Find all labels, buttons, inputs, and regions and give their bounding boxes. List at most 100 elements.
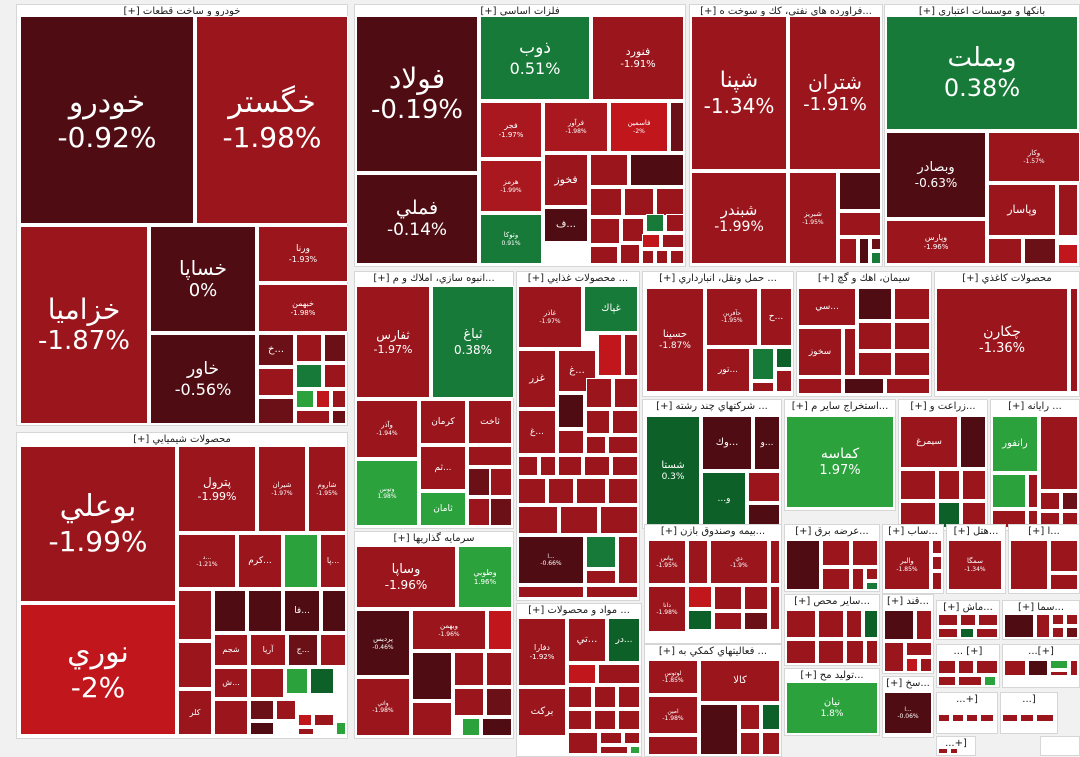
- tile[interactable]: [752, 382, 774, 392]
- tile[interactable]: [612, 456, 638, 476]
- sector-title[interactable]: ...توليد مح [+]: [800, 670, 864, 681]
- tile[interactable]: [770, 540, 780, 584]
- tile[interactable]: [490, 498, 512, 526]
- tile-وبصادر[interactable]: وبصادر -0.63%: [886, 132, 986, 218]
- sector-title[interactable]: ...زراعت و [+]: [910, 401, 976, 412]
- tile[interactable]: [624, 732, 640, 744]
- tile[interactable]: [988, 238, 1022, 264]
- tile[interactable]: [250, 668, 284, 698]
- tile-دانا[interactable]: دانا -1.98%: [648, 586, 686, 632]
- sector-title[interactable]: ...ا [+]: [1028, 526, 1060, 537]
- tile-وپاسار[interactable]: وپاسار: [988, 184, 1056, 236]
- tile-وطوبي[interactable]: وطوبي 1.96%: [458, 546, 512, 608]
- sector-title[interactable]: ...بيمه وصندوق بازن [+]: [660, 526, 766, 537]
- sector-title[interactable]: محصولات كاغذي [+]: [962, 273, 1052, 284]
- tile[interactable]: [960, 416, 986, 468]
- tile[interactable]: [1066, 614, 1078, 625]
- tile-ذوب[interactable]: ذوب 0.51%: [480, 16, 590, 100]
- tile-دفارا[interactable]: دفارا -1.92%: [518, 618, 566, 686]
- sector-title[interactable]: [+...: [945, 738, 967, 749]
- tile[interactable]: [284, 534, 318, 588]
- tile[interactable]: [1036, 614, 1050, 638]
- sector-title[interactable]: ... مواد و محصولات [+]: [528, 605, 630, 616]
- tile[interactable]: [642, 250, 654, 264]
- tile[interactable]: [258, 368, 294, 396]
- tile-وپارس[interactable]: وپارس -1.96%: [886, 220, 986, 264]
- tile-...وك[interactable]: ...وك: [702, 416, 752, 470]
- tile[interactable]: [1010, 540, 1048, 590]
- tile[interactable]: [600, 732, 622, 744]
- tile[interactable]: [612, 410, 638, 434]
- tile-...ش[interactable]: ...ش: [214, 668, 248, 698]
- tile[interactable]: [336, 722, 346, 735]
- tile[interactable]: [932, 572, 942, 590]
- tile-ثفارس[interactable]: ثفارس -1.97%: [356, 286, 430, 398]
- tile-هرمز[interactable]: هرمز -1.99%: [480, 160, 542, 212]
- tile[interactable]: [1050, 540, 1078, 572]
- tile[interactable]: [468, 498, 490, 526]
- tile-نيان[interactable]: نيان 1.8%: [786, 682, 878, 734]
- tile-كالا[interactable]: كالا: [700, 660, 780, 702]
- tile-والبر[interactable]: والبر -1.85%: [884, 540, 930, 590]
- tile[interactable]: [584, 456, 610, 476]
- tile[interactable]: [648, 736, 698, 755]
- tile[interactable]: [1058, 184, 1078, 236]
- tile[interactable]: [920, 658, 932, 672]
- tile[interactable]: [656, 250, 668, 264]
- tile-...ح[interactable]: ...ح: [760, 288, 792, 346]
- tile-...ج[interactable]: ...ج: [288, 634, 318, 666]
- tile[interactable]: [598, 664, 640, 684]
- tile[interactable]: [586, 410, 610, 434]
- tile[interactable]: [839, 238, 857, 264]
- tile[interactable]: [1052, 614, 1064, 625]
- tile[interactable]: [906, 658, 918, 672]
- tile-آريا[interactable]: آريا: [250, 634, 286, 666]
- tile[interactable]: [992, 474, 1026, 508]
- tile[interactable]: [518, 506, 558, 534]
- tile-...تور[interactable]: ...تور: [706, 348, 750, 392]
- tile[interactable]: [752, 348, 774, 380]
- sector-title[interactable]: [...: [1022, 694, 1036, 705]
- tile[interactable]: [250, 700, 274, 720]
- tile-فولاد[interactable]: فولاد -0.19%: [356, 16, 478, 172]
- tile-حآفرين[interactable]: حآفرين -1.95%: [706, 288, 758, 346]
- tile-خبهمن[interactable]: خبهمن -1.98%: [258, 284, 348, 332]
- tile[interactable]: [286, 668, 308, 694]
- tile[interactable]: [762, 732, 780, 755]
- sector-title[interactable]: سيمان، اهك و گچ [+]: [817, 273, 911, 284]
- tile[interactable]: [938, 628, 958, 638]
- tile[interactable]: [1050, 660, 1068, 669]
- tile-كماسه[interactable]: كماسه 1.97%: [786, 416, 894, 508]
- tile[interactable]: [714, 586, 742, 610]
- tile[interactable]: [839, 212, 881, 236]
- tile[interactable]: [1050, 574, 1078, 590]
- tile[interactable]: [662, 234, 684, 248]
- tile-سخوز[interactable]: سخوز: [798, 328, 842, 376]
- tile-ثباغ[interactable]: ثباغ 0.38%: [432, 286, 514, 398]
- tile[interactable]: [1062, 492, 1078, 510]
- sector-title[interactable]: [+] ...: [953, 646, 983, 657]
- tile[interactable]: [310, 668, 334, 694]
- tile[interactable]: [586, 586, 638, 598]
- sector-title[interactable]: ... حمل ونقل، انبارداري [+]: [659, 273, 777, 284]
- tile-فخوز[interactable]: فخوز: [544, 154, 588, 206]
- tile-ثامان[interactable]: ثامان: [420, 492, 466, 526]
- tile[interactable]: [624, 334, 638, 376]
- tile-شبندر[interactable]: شبندر -1.99%: [691, 172, 787, 264]
- tile-فرآور[interactable]: فرآور -1.98%: [544, 102, 608, 152]
- tile[interactable]: [620, 244, 640, 264]
- tile[interactable]: [952, 714, 964, 722]
- sector-title[interactable]: ...انبوه سازي، املاك و م [+]: [373, 273, 495, 284]
- tile[interactable]: [296, 364, 322, 388]
- sector-title[interactable]: ...سخ [+]: [886, 678, 930, 689]
- tile[interactable]: [486, 688, 512, 716]
- sector-title[interactable]: ... فعاليتهاي كمكي به [+]: [658, 646, 768, 657]
- sector-title[interactable]: ...سما [+]: [1017, 602, 1065, 613]
- tile[interactable]: [962, 502, 986, 528]
- sector-title[interactable]: [1041, 737, 1079, 751]
- tile[interactable]: [462, 718, 480, 736]
- tile[interactable]: [600, 506, 638, 534]
- tile[interactable]: [298, 714, 312, 726]
- tile-وآذر[interactable]: وآذر -1.94%: [356, 400, 418, 458]
- tile[interactable]: [454, 688, 484, 716]
